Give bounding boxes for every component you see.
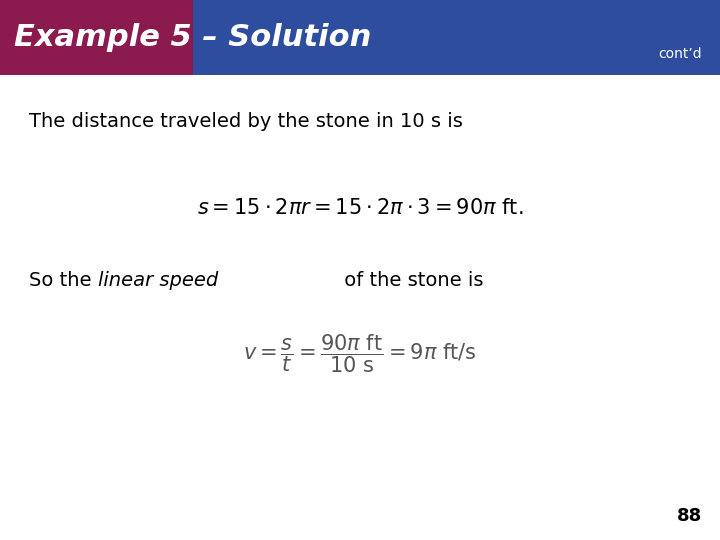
Bar bbox=[0, 0, 720, 75]
Bar bbox=[0, 0, 193, 75]
Text: $v = \dfrac{s}{t} = \dfrac{90\pi \mathrm{\ ft}}{10\ \mathrm{s}} = 9\pi\ \mathrm{: $v = \dfrac{s}{t} = \dfrac{90\pi \mathrm… bbox=[243, 333, 477, 375]
Text: linear speed: linear speed bbox=[97, 271, 218, 291]
Text: Example 5 – Solution: Example 5 – Solution bbox=[14, 23, 372, 52]
Text: of the stone is: of the stone is bbox=[338, 271, 484, 291]
Text: So the: So the bbox=[29, 271, 97, 291]
Text: cont’d: cont’d bbox=[658, 46, 702, 60]
Text: $s = 15 \cdot 2\pi r = 15 \cdot 2\pi \cdot 3 = 90\pi$ ft.: $s = 15 \cdot 2\pi r = 15 \cdot 2\pi \cd… bbox=[197, 198, 523, 218]
Text: 88: 88 bbox=[677, 507, 702, 525]
Text: The distance traveled by the stone in 10 s is: The distance traveled by the stone in 10… bbox=[29, 112, 463, 131]
